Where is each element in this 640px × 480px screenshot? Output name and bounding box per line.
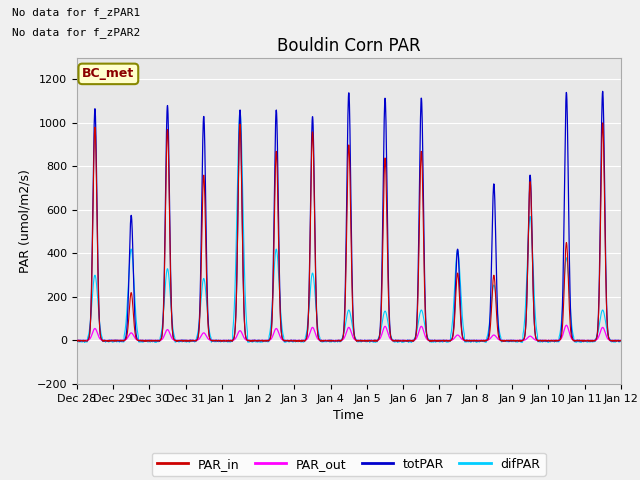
Legend: PAR_in, PAR_out, totPAR, difPAR: PAR_in, PAR_out, totPAR, difPAR	[152, 453, 546, 476]
Text: No data for f_zPAR1: No data for f_zPAR1	[12, 7, 140, 18]
Text: BC_met: BC_met	[82, 67, 134, 80]
X-axis label: Time: Time	[333, 409, 364, 422]
Title: Bouldin Corn PAR: Bouldin Corn PAR	[277, 36, 420, 55]
Text: No data for f_zPAR2: No data for f_zPAR2	[12, 27, 140, 37]
Y-axis label: PAR (umol/m2/s): PAR (umol/m2/s)	[18, 169, 31, 273]
